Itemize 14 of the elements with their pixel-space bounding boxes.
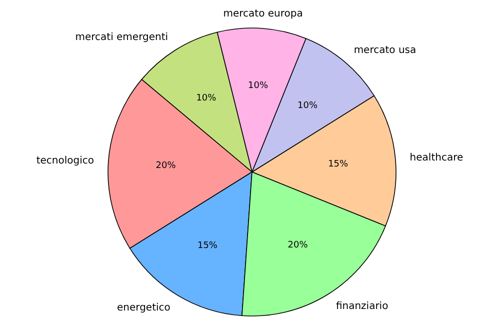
data-label: 20% bbox=[156, 160, 176, 171]
slice-label: mercati emergenti bbox=[75, 32, 168, 44]
data-label: 10% bbox=[196, 94, 217, 104]
data-label: 10% bbox=[248, 80, 268, 91]
slice-label: mercato europa bbox=[223, 8, 303, 20]
slice-label: energetico bbox=[117, 302, 170, 314]
data-label: 10% bbox=[298, 100, 318, 111]
data-label: 20% bbox=[288, 240, 308, 250]
slice-label: mercato usa bbox=[354, 45, 416, 56]
slice-label: healthcare bbox=[410, 152, 464, 164]
slice-label: tecnologico bbox=[36, 155, 94, 166]
data-label: 15% bbox=[197, 241, 218, 252]
data-label: 15% bbox=[328, 159, 349, 170]
slice-label: finanziario bbox=[336, 300, 388, 312]
